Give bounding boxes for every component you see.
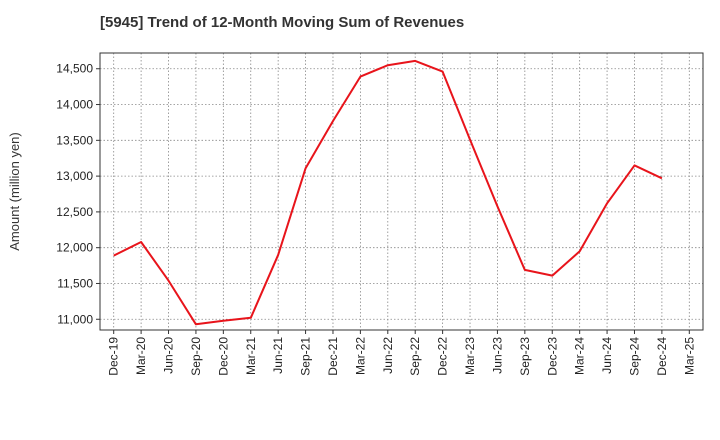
x-tick-label: Dec-24 — [655, 337, 669, 376]
data-point — [524, 269, 526, 271]
series-layer — [113, 59, 663, 326]
x-tick-label: Mar-21 — [244, 337, 258, 375]
data-point — [414, 60, 416, 62]
y-axis-title: Amount (million yen) — [7, 132, 22, 251]
y-tick-label: 13,000 — [56, 169, 93, 183]
x-tick-label: Dec-23 — [545, 337, 559, 376]
data-point — [661, 177, 663, 179]
x-tick-label: Jun-23 — [490, 337, 504, 374]
y-tick-label: 12,000 — [56, 241, 93, 255]
x-tick-label: Sep-23 — [518, 337, 532, 376]
data-point — [277, 254, 279, 256]
x-tick-label: Jun-20 — [162, 337, 176, 374]
y-tick-label: 14,500 — [56, 62, 93, 76]
data-point — [469, 139, 471, 141]
data-point — [442, 71, 444, 73]
x-tick-label: Sep-20 — [189, 337, 203, 376]
data-point — [113, 255, 115, 257]
data-point — [250, 317, 252, 319]
y-tick-label: 14,000 — [56, 98, 93, 112]
data-point — [195, 323, 197, 325]
data-point — [222, 320, 224, 322]
data-point — [496, 205, 498, 207]
data-point — [168, 280, 170, 282]
plot-area-frame — [99, 52, 704, 331]
x-tick-label: Mar-25 — [682, 337, 696, 375]
x-tick-label: Jun-22 — [381, 337, 395, 374]
x-tick-label: Jun-21 — [271, 337, 285, 374]
x-tick-label: Dec-19 — [107, 337, 121, 376]
series-line — [113, 59, 663, 326]
grid-lines — [100, 53, 703, 330]
data-point — [387, 64, 389, 66]
x-tick-label: Dec-21 — [326, 337, 340, 376]
x-tick-label: Dec-20 — [216, 337, 230, 376]
data-point — [606, 202, 608, 204]
data-point — [332, 120, 334, 122]
y-tick-label: 13,500 — [56, 133, 93, 147]
chart-title: [5945] Trend of 12-Month Moving Sum of R… — [100, 14, 465, 31]
data-point — [551, 275, 553, 277]
x-tick-label: Sep-24 — [627, 337, 641, 376]
data-point — [305, 167, 307, 169]
data-point — [359, 76, 361, 78]
y-tick-label: 12,500 — [56, 205, 93, 219]
x-tick-label: Mar-23 — [463, 337, 477, 375]
y-axis-ticks: 11,000 11,500 12,000 12,500 13,000 13,500 14,0… — [56, 62, 100, 326]
x-tick-label: Mar-20 — [134, 337, 148, 375]
y-tick-label: 11,000 — [57, 312, 93, 326]
x-axis-ticks: Dec-19 Mar-20 Jun-20 Sep-20 Dec-20 Mar-21 Jun-… — [107, 330, 696, 376]
y-tick-label: 11,500 — [57, 276, 93, 290]
x-tick-label: Jun-24 — [600, 337, 614, 374]
data-point — [634, 164, 636, 166]
x-tick-label: Dec-22 — [436, 337, 450, 376]
x-tick-label: Mar-24 — [573, 337, 587, 375]
x-tick-label: Sep-21 — [299, 337, 313, 376]
x-tick-label: Sep-22 — [408, 337, 422, 376]
data-point — [140, 241, 142, 243]
x-tick-label: Mar-22 — [353, 337, 367, 375]
data-point — [579, 250, 581, 252]
